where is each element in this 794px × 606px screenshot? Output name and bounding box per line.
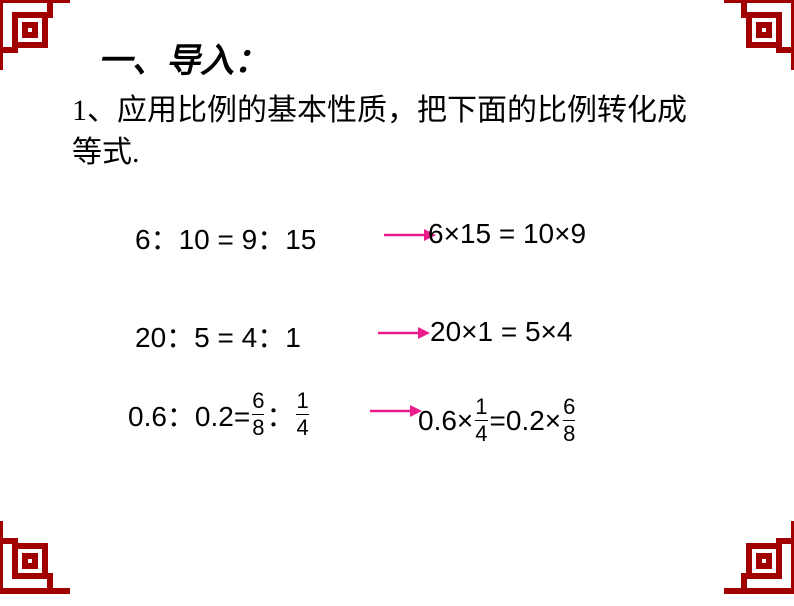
fraction-1-4: 1 4 <box>296 390 308 439</box>
equation-row-3: 0.6：0.2= 6 8 ： 1 4 <box>128 390 311 439</box>
corner-decoration-br <box>714 511 794 606</box>
question-text: 1、应用比例的基本性质，把下面的比例转化成等式. <box>72 90 712 174</box>
fraction-6-8: 6 8 <box>252 390 264 439</box>
eq3r-prefix: 0.6× <box>418 405 473 437</box>
equation-left-2: 20：5 = 4：1 <box>135 316 301 356</box>
equation-left-1: 6：10 = 9：15 <box>135 218 316 258</box>
eq3r-mid: =0.2× <box>490 405 562 437</box>
equation-row-2: 20：5 = 4：1 <box>135 316 301 356</box>
equation-right-3: 0.6× 1 4 =0.2× 6 8 <box>418 396 577 445</box>
eq3-mid: ： <box>266 395 294 435</box>
fraction-1-4-b: 1 4 <box>475 396 487 445</box>
equation-row-1: 6：10 = 9：15 <box>135 218 316 258</box>
eq3-prefix: 0.6：0.2= <box>128 395 250 435</box>
corner-decoration-tl <box>0 0 80 85</box>
corner-decoration-tr <box>714 0 794 85</box>
corner-decoration-bl <box>0 511 80 606</box>
fraction-6-8-b: 6 8 <box>563 396 575 445</box>
equation-right-1: 6×15 = 10×9 <box>428 218 586 250</box>
equation-right-2: 20×1 = 5×4 <box>430 316 572 348</box>
arrow-icon <box>368 402 423 420</box>
arrow-icon <box>376 324 431 342</box>
section-heading: 一、导入： <box>98 33 268 82</box>
